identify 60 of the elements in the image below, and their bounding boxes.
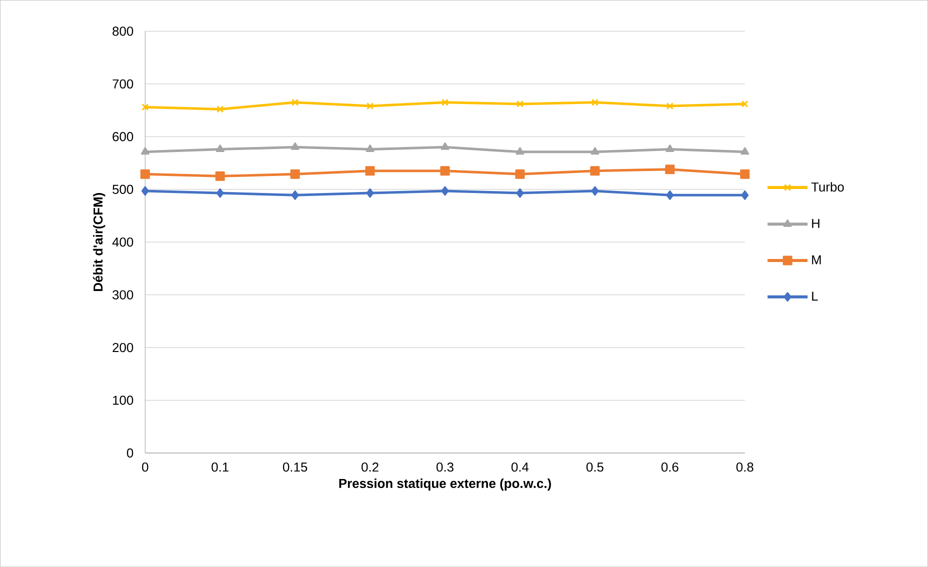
x-tick-label: 0.6 xyxy=(661,462,678,472)
y-tick-label: 500 xyxy=(112,184,134,194)
point xyxy=(665,164,675,174)
y-tick-label: 300 xyxy=(112,290,134,300)
point xyxy=(741,100,748,108)
x-tick-label: 0.4 xyxy=(511,462,529,472)
y-tick-label: 400 xyxy=(112,237,134,247)
point xyxy=(140,169,150,179)
point xyxy=(216,144,224,152)
point xyxy=(291,190,299,200)
point xyxy=(666,144,674,152)
x-tick-label: 0.3 xyxy=(436,462,454,472)
point xyxy=(740,169,750,179)
point xyxy=(666,102,674,110)
point xyxy=(215,171,225,181)
y-tick-label: 0 xyxy=(126,448,134,458)
point xyxy=(140,147,150,155)
point xyxy=(516,100,524,108)
point xyxy=(290,142,300,150)
y-tick-label: 100 xyxy=(113,396,134,405)
y-tick-label: 200 xyxy=(112,342,134,352)
point xyxy=(290,169,300,179)
legend-label: H xyxy=(812,218,820,228)
point xyxy=(365,166,375,176)
legend-label: M xyxy=(812,255,821,264)
point xyxy=(141,186,149,196)
x-axis-title: Pression statique externe (po.w.c.) xyxy=(339,478,551,491)
point xyxy=(516,147,524,155)
point xyxy=(216,188,224,198)
y-tick-label: 700 xyxy=(112,79,134,88)
point xyxy=(591,98,599,106)
legend-label: L xyxy=(812,292,818,301)
point xyxy=(292,98,299,106)
point xyxy=(741,190,749,200)
point xyxy=(516,188,524,198)
point xyxy=(666,190,674,200)
point xyxy=(366,144,374,152)
point xyxy=(440,142,450,150)
x-tick-label: 0.5 xyxy=(586,462,604,472)
x-tick-label: 0.15 xyxy=(282,462,308,472)
x-tick-label: 0.2 xyxy=(362,462,378,472)
x-tick-label: 0.1 xyxy=(212,462,228,472)
point xyxy=(441,186,449,196)
point xyxy=(590,147,600,155)
point xyxy=(591,186,599,196)
point xyxy=(142,103,149,111)
point xyxy=(515,169,525,179)
y-axis-title: Débit d'air(CFM) xyxy=(93,192,106,291)
point xyxy=(740,147,750,155)
point xyxy=(216,106,224,113)
point xyxy=(366,188,374,198)
legend-label: Turbo xyxy=(811,182,844,192)
point xyxy=(590,166,600,176)
x-tick-label: 0.8 xyxy=(736,462,754,472)
y-tick-label: 600 xyxy=(112,132,134,142)
point xyxy=(441,98,449,106)
point xyxy=(440,166,450,176)
y-tick-label: 800 xyxy=(112,26,134,36)
x-tick-label: 0 xyxy=(142,462,148,472)
point xyxy=(366,102,374,110)
